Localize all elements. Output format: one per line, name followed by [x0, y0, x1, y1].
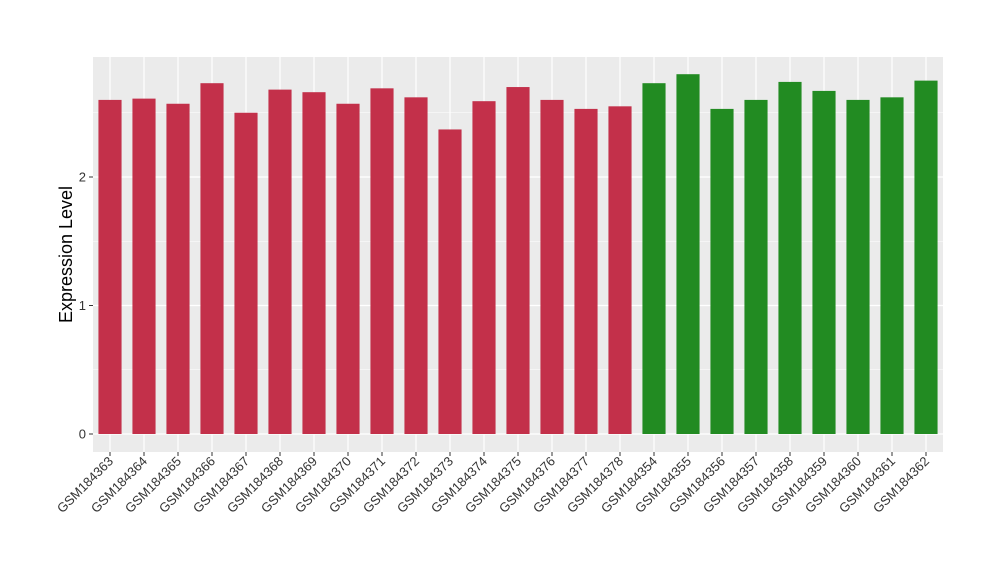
bar-GSM184375 [506, 87, 530, 435]
bar-GSM184369 [302, 92, 326, 434]
x-axis: GSM184363GSM184364GSM184365GSM184366GSM1… [54, 452, 932, 516]
bar-GSM184362 [914, 80, 938, 434]
bar-GSM184367 [234, 112, 258, 434]
bar-GSM184372 [404, 97, 428, 434]
bar-GSM184354 [642, 83, 666, 434]
bars [98, 74, 938, 435]
bar-GSM184371 [370, 88, 394, 435]
bar-GSM184359 [812, 90, 836, 434]
bar-GSM184355 [676, 74, 700, 434]
y-axis: 0 1 2 [79, 170, 93, 442]
bar-GSM184365 [166, 103, 190, 434]
bar-GSM184360 [846, 99, 870, 435]
y-tick-label: 2 [79, 170, 86, 185]
bar-GSM184373 [438, 129, 462, 434]
bar-GSM184361 [880, 97, 904, 434]
y-axis-title: Expression Level [56, 186, 76, 323]
bar-GSM184370 [336, 103, 360, 434]
bar-GSM184376 [540, 99, 564, 435]
y-tick-label: 0 [79, 427, 86, 442]
bar-GSM184377 [574, 108, 598, 435]
bar-GSM184363 [98, 99, 122, 435]
bar-GSM184374 [472, 101, 496, 434]
bar-GSM184368 [268, 89, 292, 435]
bar-GSM184357 [744, 99, 768, 435]
bar-GSM184364 [132, 98, 156, 435]
y-tick-label: 1 [79, 298, 86, 313]
bar-GSM184366 [200, 83, 224, 434]
bar-GSM184378 [608, 106, 632, 434]
bar-GSM184358 [778, 81, 802, 434]
bar-GSM184356 [710, 108, 734, 435]
